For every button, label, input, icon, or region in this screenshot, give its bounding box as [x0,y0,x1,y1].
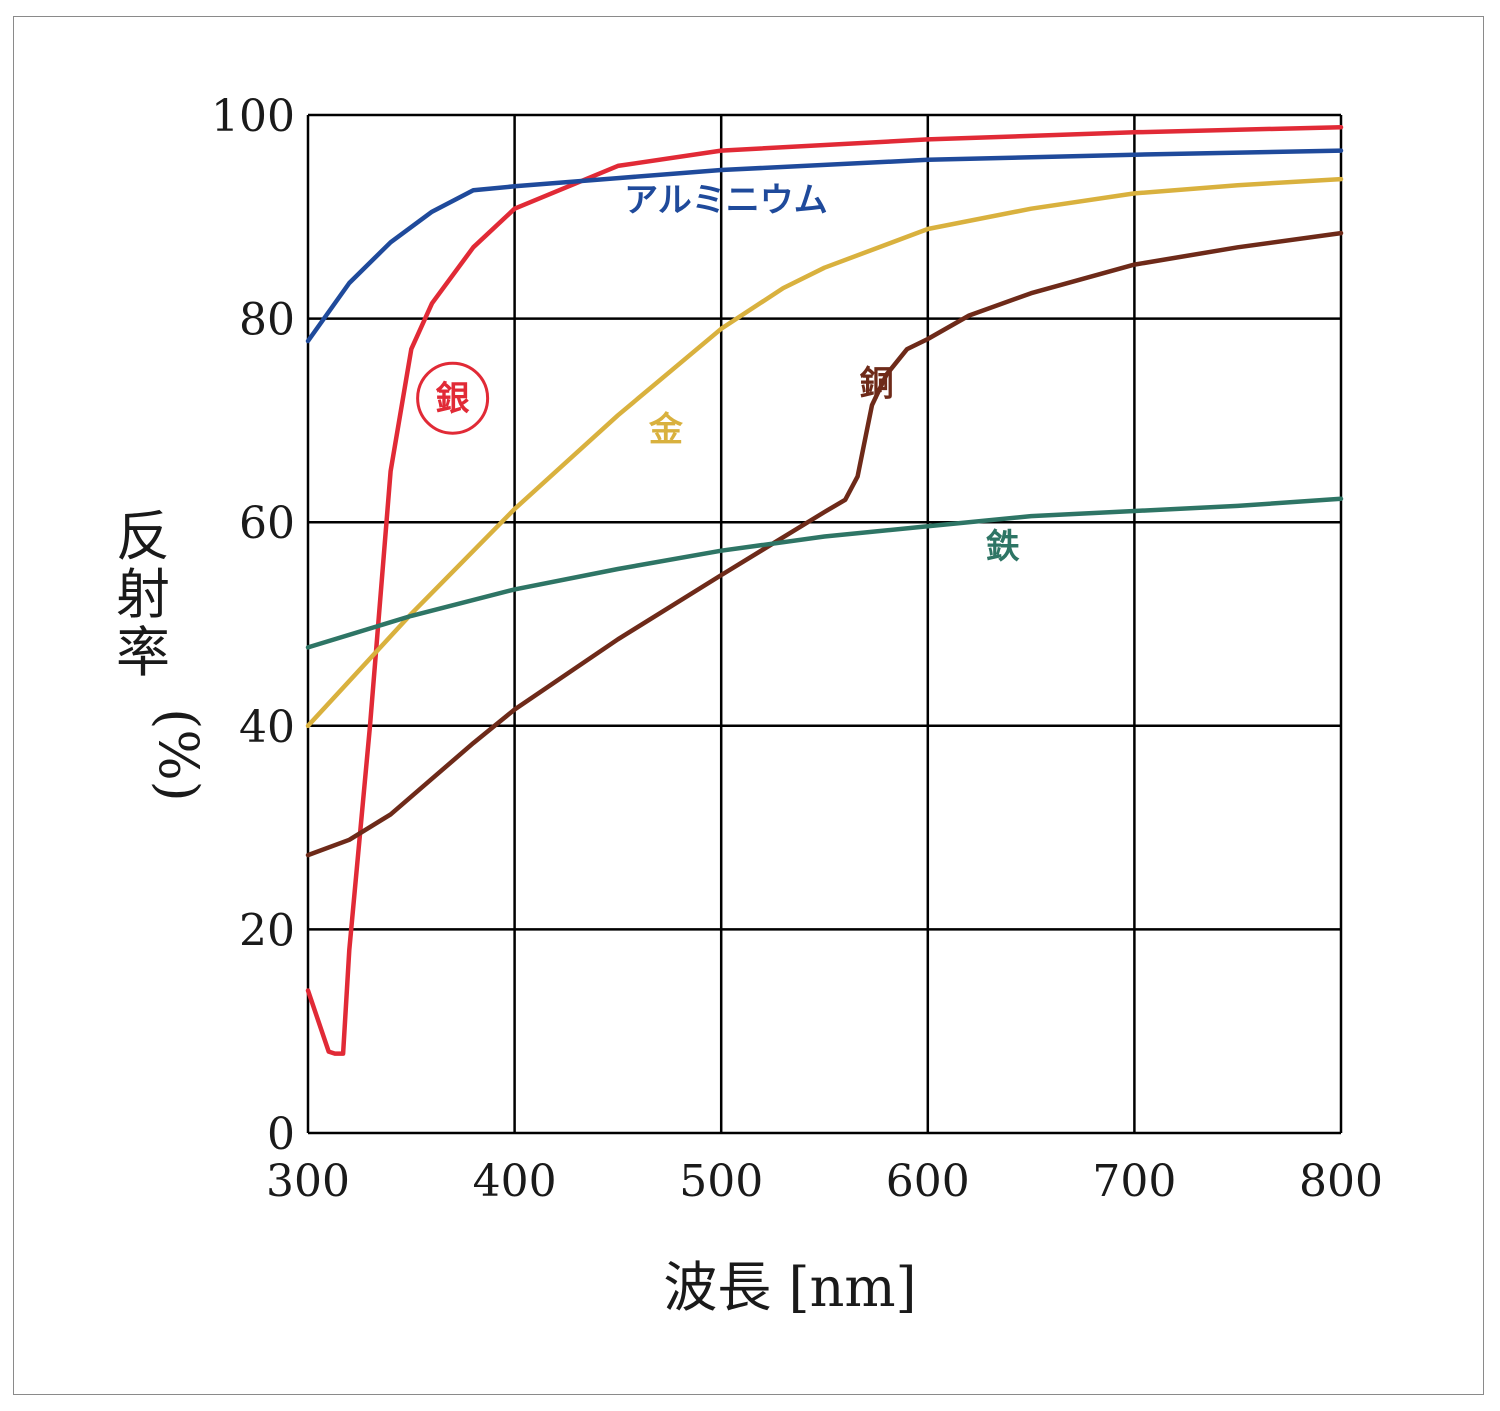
y-tick-60: 60 [239,498,295,549]
series-label-3: 銅 [860,364,894,404]
tick-labels: 300 400 500 600 700 800 0 20 40 60 80 100 [211,91,1383,1207]
series-line-3 [305,230,1344,858]
y-tick-80: 80 [239,295,295,346]
y-tick-20: 20 [239,905,295,956]
series-label-0: 銀 [436,379,470,419]
x-tick-600: 600 [886,1156,970,1207]
x-tick-400: 400 [473,1156,557,1207]
series-line-0 [305,124,1344,1056]
x-tick-300: 300 [266,1156,350,1207]
series-lines [305,124,1344,1056]
series-line-1 [305,148,1344,344]
y-tick-100: 100 [211,91,295,142]
series-label-circle-0 [416,361,490,435]
x-tick-700: 700 [1092,1156,1176,1207]
y-tick-0: 0 [267,1109,295,1160]
series-label-1: アルミニウム [624,181,828,221]
grid [306,113,1343,1135]
x-tick-500: 500 [679,1156,763,1207]
series-label-4: 鉄 [986,527,1020,567]
series-label-2: 金 [648,410,684,450]
series-line-2 [305,176,1344,729]
y-tick-40: 40 [239,702,295,753]
x-axis-label: 波長 [nm] [663,1256,916,1319]
y-axis-label: 反射率 [116,505,170,684]
x-tick-800: 800 [1299,1156,1383,1207]
series-line-4 [305,496,1344,650]
y-axis-label-unit: (%) [147,708,210,801]
